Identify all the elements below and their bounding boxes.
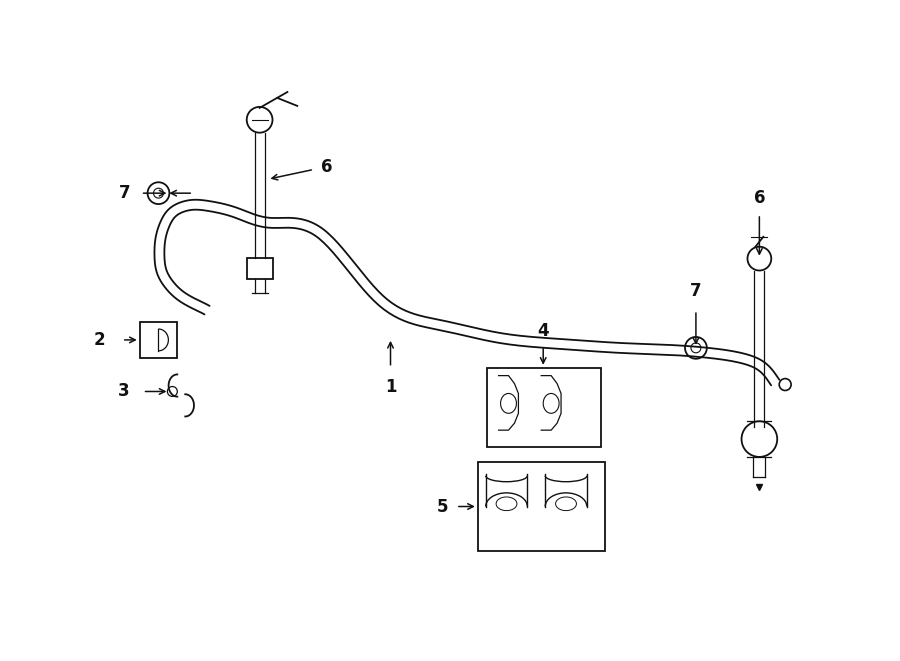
Circle shape — [748, 247, 771, 270]
Bar — [478, 462, 605, 551]
Text: 2: 2 — [94, 331, 105, 349]
Text: 3: 3 — [118, 383, 130, 401]
Text: 5: 5 — [436, 498, 448, 516]
Text: 1: 1 — [385, 377, 396, 395]
Text: 7: 7 — [119, 184, 130, 202]
Circle shape — [148, 182, 169, 204]
Bar — [487, 368, 600, 447]
Circle shape — [247, 107, 273, 133]
Text: 6: 6 — [753, 189, 765, 207]
Text: 6: 6 — [321, 159, 333, 176]
Text: 4: 4 — [537, 322, 549, 340]
Circle shape — [685, 337, 706, 359]
Circle shape — [779, 379, 791, 391]
Bar — [140, 322, 177, 358]
Text: 7: 7 — [690, 282, 702, 300]
Bar — [247, 258, 273, 280]
Circle shape — [742, 421, 778, 457]
